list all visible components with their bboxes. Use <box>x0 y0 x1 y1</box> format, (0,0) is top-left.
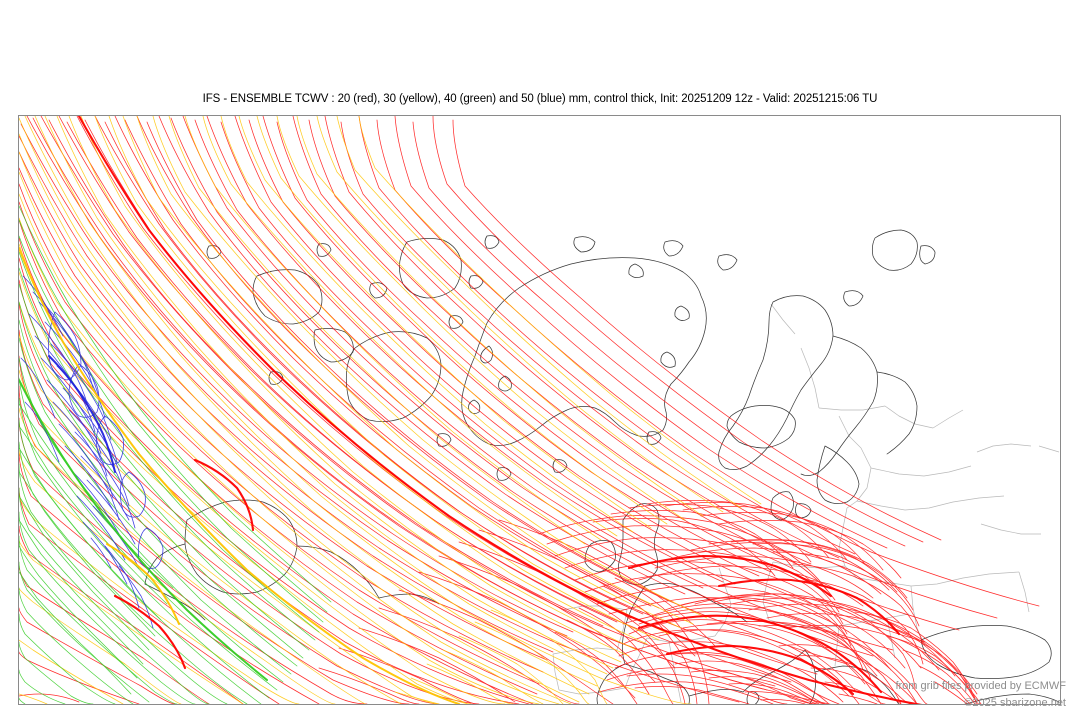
ensemble-spaghetti-map <box>19 116 1060 704</box>
page-title: IFS - ENSEMBLE TCWV : 20 (red), 30 (yell… <box>202 93 878 105</box>
contour-series-50mm-blue <box>20 275 164 629</box>
control-run-thick-blue <box>48 355 116 473</box>
control-run-thick-yellow <box>19 247 460 704</box>
contour-series-30mm-yellow <box>19 116 762 704</box>
control-run-thick <box>77 116 923 704</box>
coastline-layer <box>144 229 1060 704</box>
map-panel <box>18 115 1061 705</box>
contour-series-40mm-green <box>19 205 332 704</box>
control-run-thick-green <box>19 379 268 681</box>
